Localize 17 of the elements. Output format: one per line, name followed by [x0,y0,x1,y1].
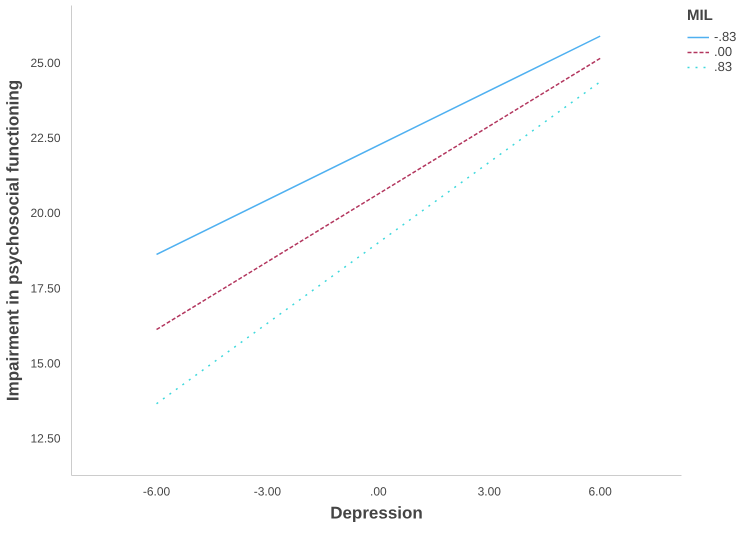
y-tick-label: 12.50 [30,431,61,446]
x-tick-label: -3.00 [254,484,282,498]
legend-title: MIL [687,7,714,24]
legend-label: -.83 [714,29,736,44]
y-tick-label: 25.00 [30,56,61,70]
legend-label: .00 [714,44,734,59]
y-tick-label: 15.00 [30,356,61,370]
y-tick-label: 22.50 [30,131,61,146]
x-axis-title: Depression [330,504,423,522]
x-tick-label: .00 [370,484,388,498]
y-tick-label: 17.50 [30,281,61,296]
y-axis-title: Impairment in psychosocial functioning [3,80,22,402]
y-tick-label: 20.00 [30,206,61,220]
x-tick-label: -6.00 [142,484,171,498]
x-tick-label: 6.00 [588,484,612,498]
legend-label: .83 [714,59,734,74]
x-tick-label: 3.00 [478,484,502,498]
